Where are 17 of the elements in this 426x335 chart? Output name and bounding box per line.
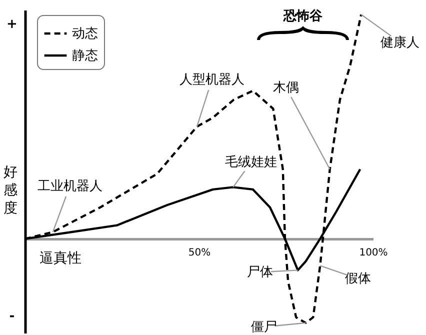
y-axis-title: 好感度 — [4, 164, 18, 216]
annotation: 健康人 — [380, 35, 420, 50]
annotation: 恐怖谷 — [282, 9, 324, 24]
annotation: 木偶 — [272, 80, 299, 96]
annotation: 毛绒娃娃 — [225, 155, 278, 170]
text: - — [9, 309, 15, 324]
x-tick-label: 100% — [359, 247, 388, 258]
x-tick-label: 50% — [188, 247, 211, 258]
annotation: 人型机器人 — [179, 72, 244, 88]
text: + — [6, 17, 18, 32]
annotation: 假体 — [345, 272, 372, 287]
annotation: 工业机器人 — [37, 179, 102, 194]
annotation: 尸体 — [246, 265, 273, 280]
x-axis-title: 逼真性 — [40, 250, 82, 266]
legend-label: 动态 — [72, 26, 98, 42]
annotation: 僵尸 — [250, 320, 277, 335]
legend-label: 静态 — [72, 48, 98, 64]
